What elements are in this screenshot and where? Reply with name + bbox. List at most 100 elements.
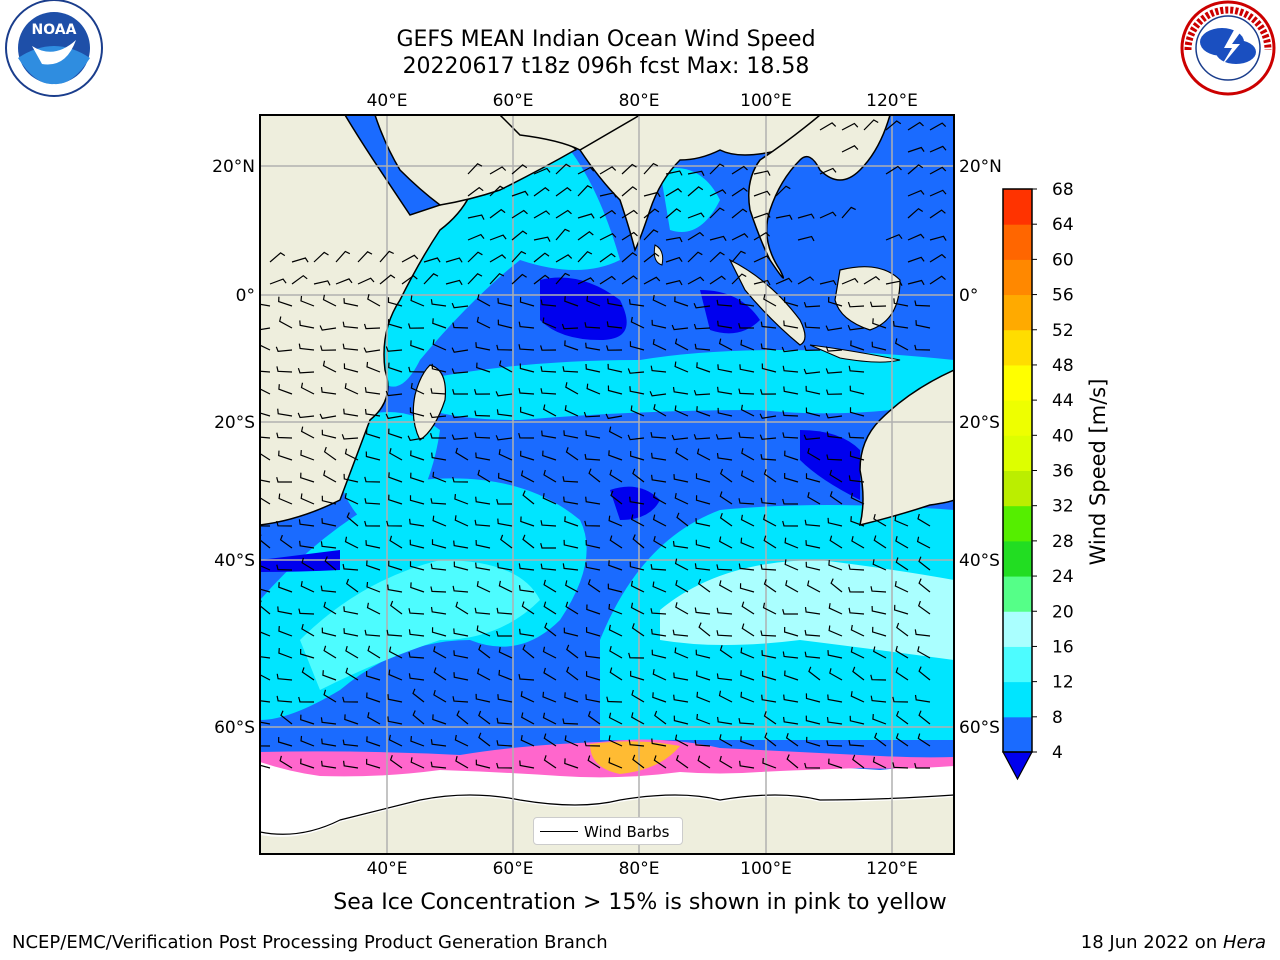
wind-barb — [455, 447, 469, 461]
wind-barb — [585, 694, 601, 703]
wind-barb — [577, 231, 594, 241]
wind-barb — [805, 540, 821, 549]
wind-barb — [651, 319, 667, 329]
wind-barb — [498, 647, 513, 659]
wind-barb — [895, 667, 909, 681]
lat-label-right: 20°S — [959, 413, 1000, 433]
wind-barb — [650, 563, 667, 571]
wind-barb — [577, 277, 595, 285]
wind-barb — [848, 739, 865, 747]
wind-barb — [753, 170, 771, 176]
wind-barb — [343, 408, 359, 417]
wind-barb — [629, 386, 645, 395]
wind-barb — [474, 607, 491, 615]
wind-barb — [850, 516, 865, 527]
wind-barb — [542, 691, 557, 703]
wind-barb — [892, 762, 909, 769]
wind-barb — [563, 496, 579, 505]
wind-barb — [841, 122, 859, 131]
wind-barb — [521, 712, 535, 725]
wind-barb — [410, 340, 425, 351]
wind-barb — [850, 492, 865, 505]
wind-barbs — [260, 119, 947, 769]
wind-barb — [695, 518, 711, 527]
wind-barb — [467, 233, 485, 241]
wind-barb — [894, 515, 909, 527]
wind-barb — [410, 472, 425, 483]
wind-barb — [608, 735, 623, 747]
wind-barb — [585, 363, 601, 373]
wind-barb — [740, 339, 755, 351]
wind-barb — [467, 273, 483, 285]
wind-barb — [782, 609, 798, 615]
wind-barb — [278, 296, 293, 307]
wind-barb — [499, 360, 513, 373]
wind-barb — [564, 340, 579, 351]
wind-barb — [562, 718, 579, 725]
wind-barb — [335, 278, 353, 285]
wind-barb — [775, 185, 791, 197]
wind-barb — [577, 166, 595, 175]
wind-barb — [848, 475, 865, 483]
wind-barb — [498, 449, 513, 461]
wind-barb — [562, 366, 579, 373]
wind-barb — [432, 339, 447, 351]
wind-barb — [687, 170, 705, 176]
wind-barb — [621, 275, 638, 285]
wind-barb — [453, 540, 469, 549]
wind-barb — [827, 650, 843, 659]
sea-ice-note: Sea Ice Concentration > 15% is shown in … — [333, 890, 947, 915]
wind-barb — [599, 232, 617, 241]
wind-barb — [431, 539, 447, 549]
wind-barb — [388, 472, 403, 483]
wind-barb — [621, 231, 638, 241]
colorbar-tick-label: 36 — [1052, 462, 1074, 482]
noaa-logo-text: NOAA — [32, 22, 77, 38]
wind-barb — [408, 629, 425, 637]
wind-barb — [542, 712, 557, 725]
wind-barb — [519, 363, 535, 373]
wind-barb — [431, 363, 447, 373]
wind-barb — [364, 408, 381, 417]
wind-barb — [300, 493, 315, 505]
wind-barb — [291, 274, 308, 285]
wind-barb — [430, 586, 447, 593]
wind-barb — [511, 209, 528, 219]
wind-barb — [269, 252, 286, 263]
wind-barb — [894, 581, 909, 593]
lon-label-bottom: 100°E — [740, 859, 792, 879]
wind-barb — [489, 272, 505, 285]
wind-barb — [915, 320, 931, 329]
wind-barb — [410, 450, 425, 461]
wind-barb — [301, 667, 315, 681]
wind-barb — [389, 535, 403, 549]
wind-barb — [760, 453, 777, 461]
wind-barb — [665, 170, 683, 176]
wind-barb — [819, 167, 837, 175]
wind-barb — [731, 233, 749, 241]
wind-barb — [430, 606, 447, 615]
wind-barb — [279, 755, 293, 769]
wind-barb — [649, 391, 667, 397]
wind-barb — [848, 564, 865, 571]
wind-barb — [719, 580, 733, 593]
wind-barb — [653, 535, 667, 549]
lon-label-bottom: 120°E — [866, 859, 918, 879]
wind-barb — [719, 645, 733, 659]
wind-barb — [321, 627, 337, 637]
wind-barb — [652, 514, 667, 527]
wind-barb — [496, 344, 513, 351]
wind-barb — [409, 518, 425, 527]
wind-barb — [804, 762, 821, 769]
wind-barb — [519, 450, 535, 461]
wind-barb — [827, 517, 843, 527]
wind-barb — [916, 536, 931, 549]
wind-barb — [319, 413, 337, 420]
wind-barb — [386, 520, 403, 527]
wind-barb — [297, 412, 315, 419]
wind-barb — [364, 476, 381, 483]
wind-barb — [628, 652, 645, 659]
wind-barb — [609, 469, 623, 483]
wind-barb — [738, 498, 755, 505]
